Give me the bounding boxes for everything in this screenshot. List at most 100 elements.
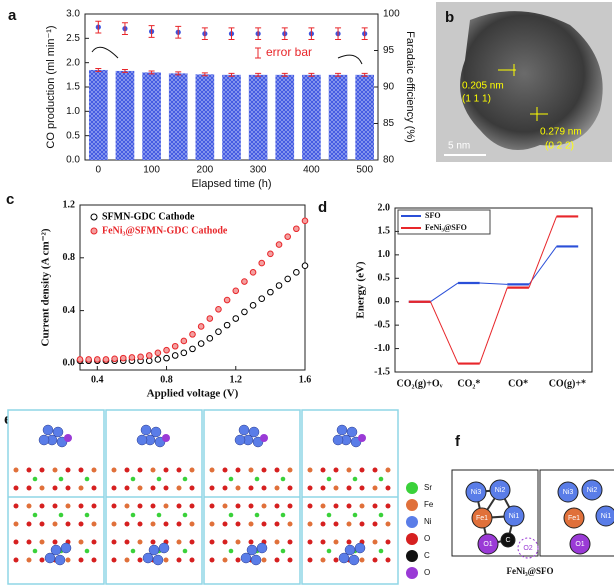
atom	[353, 477, 358, 482]
atom	[125, 522, 130, 527]
atom	[183, 549, 188, 554]
atom	[223, 504, 228, 509]
legend-atom	[406, 482, 418, 494]
data-point	[302, 263, 308, 269]
data-point	[302, 218, 308, 224]
atom	[33, 513, 38, 518]
data-point	[250, 270, 256, 276]
atom	[151, 504, 156, 509]
atom-label: Ni1	[601, 513, 612, 520]
data-point	[276, 283, 282, 289]
atom	[262, 486, 267, 491]
atom-label: O1	[575, 541, 584, 548]
atom	[92, 486, 97, 491]
data-point	[172, 343, 178, 349]
atom	[14, 522, 19, 527]
atom	[14, 486, 19, 491]
legend-text: Sr	[424, 483, 432, 492]
y-tick-label: 0.5	[378, 273, 391, 284]
x-tick-label: 100	[143, 165, 160, 176]
atom	[379, 477, 384, 482]
atom	[40, 558, 45, 563]
atom	[321, 540, 326, 545]
data-point	[216, 306, 222, 312]
atom	[308, 504, 313, 509]
atom	[177, 504, 182, 509]
x-tick-label: 0	[96, 165, 102, 176]
atom	[138, 504, 143, 509]
atom	[151, 522, 156, 527]
atom	[379, 549, 384, 554]
y-tick-label: 0.0	[66, 155, 80, 166]
atom	[358, 434, 366, 442]
bar	[196, 74, 215, 160]
atom	[321, 468, 326, 473]
bar	[275, 75, 294, 160]
atom	[223, 486, 228, 491]
atom	[131, 549, 136, 554]
legend-marker	[91, 214, 97, 220]
bar	[142, 72, 161, 160]
atom	[260, 434, 268, 442]
atom	[39, 435, 49, 445]
atom	[164, 486, 169, 491]
data-point	[181, 350, 187, 356]
atom	[353, 513, 358, 518]
atom	[241, 553, 251, 563]
atom	[249, 522, 254, 527]
atom	[112, 486, 117, 491]
atom	[14, 504, 19, 509]
atom	[229, 477, 234, 482]
x-tick-label: 0.4	[91, 374, 104, 385]
atom	[61, 543, 71, 553]
y-tick-label: 2.0	[378, 202, 391, 213]
data-point	[268, 251, 274, 257]
atom	[33, 549, 38, 554]
atom	[275, 540, 280, 545]
atom	[288, 540, 293, 545]
atom	[262, 504, 267, 509]
legend-text: O	[424, 568, 430, 577]
atom	[223, 522, 228, 527]
y-tick-label: 0.8	[63, 252, 76, 263]
atom	[66, 504, 71, 509]
plot-frame	[395, 208, 592, 372]
data-point	[294, 270, 300, 276]
legend-text: C	[424, 551, 430, 560]
atom	[27, 504, 32, 509]
atom	[251, 555, 261, 565]
atom	[131, 513, 136, 518]
y2-tick-label: 100	[383, 9, 400, 20]
y-tick-label: 0.5	[66, 130, 80, 141]
structures-panel: e SrFeNiOCO	[4, 410, 434, 584]
atom	[143, 553, 153, 563]
annotation: (1 1 1)	[462, 94, 491, 105]
atom	[373, 522, 378, 527]
data-point	[181, 338, 187, 344]
atom	[386, 522, 391, 527]
data-point	[120, 355, 126, 361]
bar	[169, 73, 188, 160]
y-tick-label: 1.2	[63, 199, 76, 210]
atom	[281, 477, 286, 482]
connector	[430, 302, 458, 364]
bar	[222, 75, 241, 160]
atom	[308, 522, 313, 527]
atom	[66, 558, 71, 563]
atom	[288, 522, 293, 527]
atom	[239, 425, 249, 435]
atom	[360, 522, 365, 527]
data-point	[146, 358, 152, 364]
atom	[229, 549, 234, 554]
atom	[66, 468, 71, 473]
atom	[255, 477, 260, 482]
atom	[386, 504, 391, 509]
atom	[151, 468, 156, 473]
atom	[373, 540, 378, 545]
data-point	[276, 242, 282, 248]
atom-label: Ni1	[509, 513, 520, 520]
atom	[334, 468, 339, 473]
atom	[321, 558, 326, 563]
atom	[79, 540, 84, 545]
y2-tick-label: 90	[383, 82, 395, 93]
